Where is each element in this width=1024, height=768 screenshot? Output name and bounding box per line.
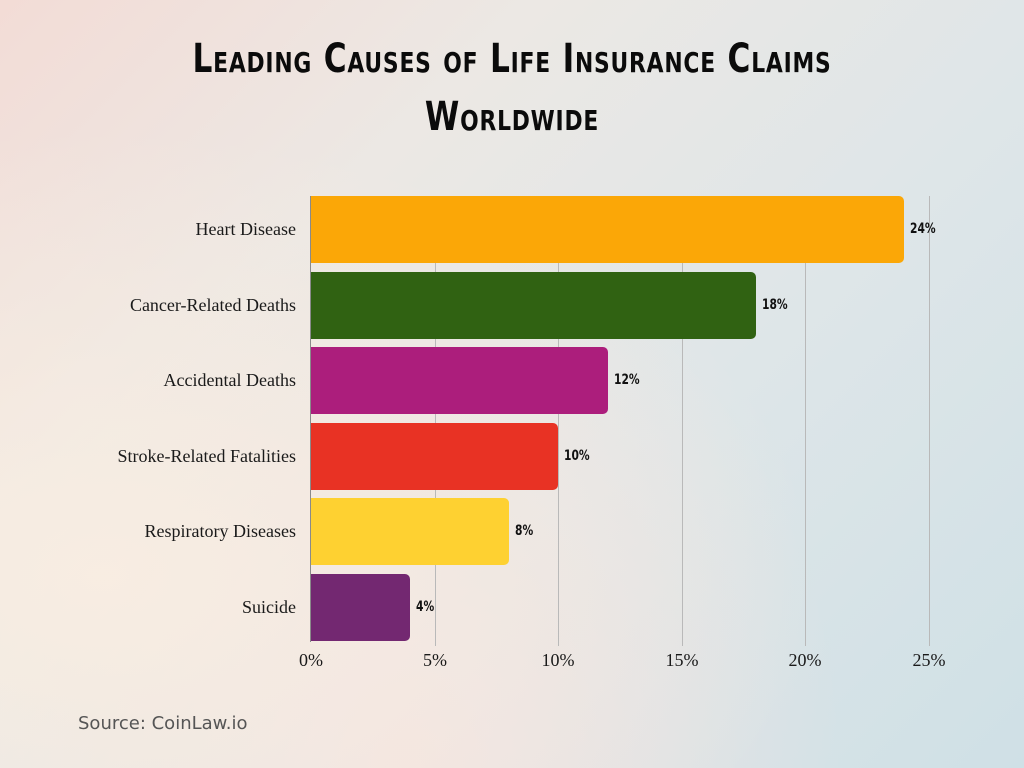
- bar: [311, 347, 608, 414]
- bar: [311, 574, 410, 641]
- bar: [311, 498, 509, 565]
- x-tick-label: 0%: [299, 650, 323, 670]
- x-tick-label: 25%: [912, 650, 946, 670]
- category-label: Stroke-Related Fatalities: [117, 445, 296, 466]
- x-tick-label: 20%: [788, 650, 822, 670]
- value-label: 4%: [416, 598, 435, 615]
- category-label: Accidental Deaths: [163, 369, 296, 390]
- value-label: 10%: [564, 447, 590, 464]
- chart-title: Leading Causes of Life Insurance Claims …: [113, 30, 912, 146]
- category-label: Suicide: [242, 596, 296, 617]
- value-label: 18%: [762, 296, 788, 313]
- y-axis-line: [310, 196, 311, 642]
- gridline: [682, 196, 683, 646]
- x-tick-label: 10%: [541, 650, 575, 670]
- category-label: Heart Disease: [195, 218, 296, 239]
- bar: [311, 272, 756, 339]
- x-tick-label: 5%: [423, 650, 447, 670]
- source-note: Source: CoinLaw.io: [78, 713, 248, 734]
- gridline: [435, 196, 436, 646]
- bar: [311, 423, 558, 490]
- title-line-1: Leading Causes of Life Insurance Claims: [192, 36, 832, 82]
- value-label: 8%: [515, 522, 534, 539]
- gridline: [558, 196, 559, 646]
- gridline: [929, 196, 930, 646]
- x-tick-label: 15%: [665, 650, 699, 670]
- value-label: 24%: [910, 220, 936, 237]
- category-label: Cancer-Related Deaths: [129, 294, 296, 315]
- category-label: Respiratory Diseases: [144, 520, 296, 541]
- value-label: 12%: [614, 371, 640, 388]
- bar: [311, 196, 904, 263]
- gridline: [805, 196, 806, 646]
- title-line-2: Worldwide: [424, 94, 600, 140]
